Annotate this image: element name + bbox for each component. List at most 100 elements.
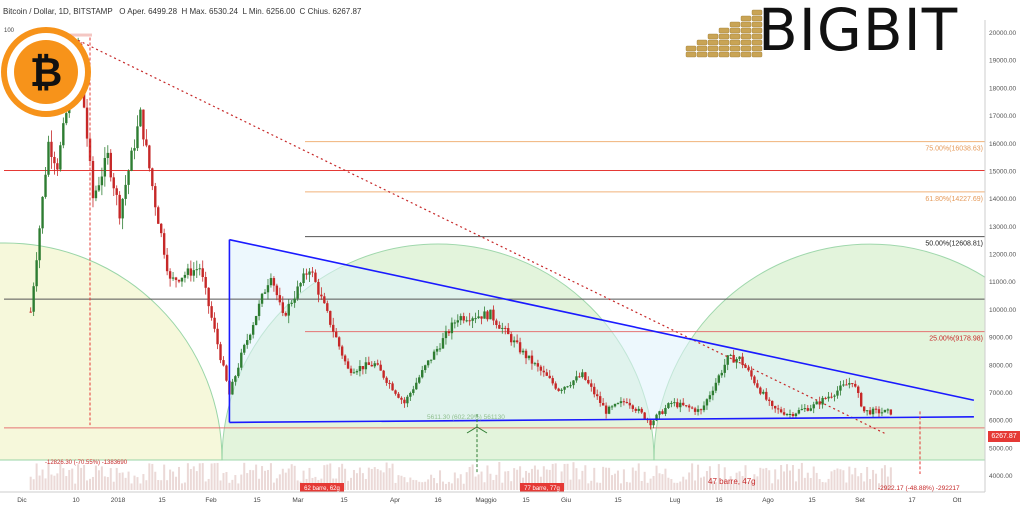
fib-label-3: 50.00%(12608.81) — [925, 241, 983, 248]
volume-bar — [794, 481, 797, 490]
candle-body — [830, 396, 833, 398]
volume-bar — [756, 476, 759, 490]
volume-bar — [281, 468, 284, 490]
volume-bar — [376, 469, 379, 490]
volume-bar — [477, 474, 480, 490]
volume-bar — [821, 482, 824, 490]
volume-bar — [789, 470, 792, 490]
candle-body — [631, 405, 635, 409]
candle-body — [231, 381, 234, 395]
candle-body — [889, 409, 893, 415]
candle-body — [827, 396, 830, 399]
volume-bar — [759, 467, 762, 490]
volume-bar — [47, 462, 50, 490]
candle-body — [717, 375, 721, 383]
volume-bars — [29, 462, 892, 490]
volume-bar — [608, 467, 611, 490]
volume-bar — [296, 480, 299, 490]
candle-body — [753, 376, 756, 384]
candle-body — [275, 285, 279, 296]
volume-bar — [545, 469, 548, 490]
candle-body — [456, 320, 460, 323]
candle-body — [290, 302, 293, 304]
bitcoin-logo-glyph: ₿ — [30, 50, 63, 96]
candle-body — [782, 412, 786, 415]
candle-body — [85, 107, 89, 139]
volume-bar — [833, 469, 836, 490]
candle-body — [112, 177, 115, 189]
volume-bar — [391, 463, 394, 490]
volume-bar — [572, 462, 575, 490]
coin — [740, 45, 752, 52]
candle-body — [35, 260, 38, 287]
volume-bar — [468, 466, 471, 490]
volume-bar — [747, 481, 750, 490]
bars-77-label: 77 barre, 77g — [524, 486, 560, 492]
candle-body — [702, 405, 706, 411]
candle-body — [670, 402, 673, 404]
candle-body — [308, 271, 311, 275]
candle-body — [776, 408, 780, 410]
candle-body — [842, 384, 845, 386]
volume-bar — [142, 474, 145, 490]
candle-body — [726, 355, 729, 365]
coin — [696, 39, 708, 46]
candle-body — [421, 370, 424, 378]
candle-body — [584, 372, 587, 380]
candle-body — [136, 126, 139, 149]
y-tick-label: 4000.00 — [989, 473, 1013, 480]
candle-body — [501, 327, 504, 329]
candle-body — [560, 389, 563, 391]
candle-body — [723, 364, 726, 373]
candle-body — [533, 363, 537, 365]
candle-body — [851, 383, 854, 385]
volume-bar — [486, 465, 489, 490]
volume-bar — [836, 468, 839, 490]
volume-bar — [338, 467, 341, 490]
volume-bar — [863, 481, 866, 490]
volume-bar — [765, 467, 768, 490]
candle-body — [616, 403, 620, 405]
candle-body — [234, 376, 237, 382]
volume-bar — [228, 482, 231, 490]
volume-bar — [186, 463, 189, 490]
candle-body — [162, 233, 166, 255]
coin — [751, 39, 763, 46]
candle-body — [130, 150, 133, 171]
volume-bar — [115, 467, 118, 490]
volume-bar — [507, 471, 510, 490]
volume-bar — [258, 478, 261, 490]
candle-body — [848, 383, 851, 385]
candle-body — [251, 325, 255, 335]
candle-body — [462, 316, 465, 321]
candle-body — [59, 145, 62, 170]
candle-body — [248, 334, 252, 341]
volume-bar — [175, 476, 178, 490]
candle-body — [329, 310, 332, 325]
volume-bar — [290, 464, 293, 490]
candle-body — [720, 372, 723, 376]
candle-body — [201, 268, 204, 278]
candle-body — [634, 408, 637, 411]
drop-measure-label: -12826.30 (-70.55%) -1383690 — [45, 460, 128, 466]
candle-body — [121, 198, 124, 219]
candle-body — [773, 405, 777, 409]
volume-bar — [566, 463, 569, 490]
y-tick-label: 9000.00 — [989, 335, 1013, 342]
y-tick-label: 11000.00 — [989, 279, 1016, 286]
candle-body — [598, 396, 602, 403]
volume-bar — [664, 468, 667, 490]
candle-body — [296, 286, 299, 299]
candle-body — [148, 145, 151, 169]
coin — [707, 45, 719, 52]
close-value: Chius. 6267.87 — [307, 7, 362, 16]
corner-label: 100 — [4, 28, 15, 34]
volume-bar — [640, 480, 643, 490]
candle-body — [222, 360, 225, 366]
volume-bar — [56, 473, 59, 490]
coin — [751, 21, 763, 28]
candle-body — [711, 390, 715, 396]
volume-bar — [723, 467, 726, 490]
candle-body — [394, 390, 397, 394]
volume-bar — [513, 468, 516, 490]
